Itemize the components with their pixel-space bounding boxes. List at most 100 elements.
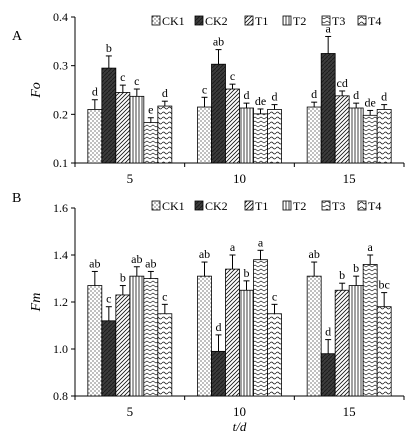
x-tick-label: 15 (343, 404, 356, 419)
significance-letter: c (230, 69, 235, 83)
legend-label-t1: T1 (255, 14, 268, 28)
significance-letter: a (230, 240, 236, 254)
y-tick-label: 1.4 (53, 248, 68, 262)
bar-ck1-day5 (87, 285, 103, 397)
bar-t4-day5 (157, 105, 173, 164)
y-tick-label: 1.0 (53, 342, 68, 356)
bar-t2-day5 (129, 95, 145, 164)
bar-t1-day15 (334, 95, 350, 164)
bar-ck2-day5 (101, 320, 117, 397)
legend-label-t3: T3 (332, 199, 345, 213)
significance-letter: d (216, 320, 222, 334)
legend-label-t4: T4 (368, 14, 381, 28)
bar-t3-day15 (362, 263, 378, 397)
significance-letter: c (162, 289, 167, 303)
legend-label-t2: T2 (293, 14, 306, 28)
y-tick-label: 0.3 (53, 59, 68, 73)
legend-label-t1: T1 (255, 199, 268, 213)
legend-swatch-ck1 (151, 15, 161, 26)
significance-letter: d (353, 88, 359, 102)
bar-t1-day5 (115, 294, 131, 397)
significance-letter: a (326, 21, 332, 35)
x-tick-label: 5 (127, 404, 134, 419)
significance-letter: d (92, 85, 98, 99)
legend-label-ck2: CK2 (205, 199, 228, 213)
bar-t3-day15 (362, 114, 378, 164)
legend-swatch-t2 (282, 15, 292, 26)
bar-ck2-day10 (211, 63, 226, 164)
y-tick-label: 0.1 (53, 156, 68, 170)
significance-letter: c (202, 82, 207, 96)
significance-letter: b (339, 268, 345, 282)
bar-ck2-day15 (320, 353, 336, 397)
bar-t2-day10 (239, 107, 254, 164)
legend-swatch-t3 (321, 200, 331, 211)
legend-label-ck1: CK1 (162, 199, 185, 213)
y-tick-label: 1.2 (53, 295, 68, 309)
bar-t1-day10 (225, 88, 240, 164)
bar-ck1-day5 (87, 109, 103, 164)
significance-letter: de (365, 95, 376, 109)
significance-letter: b (106, 41, 112, 55)
panel-label: B (12, 191, 21, 206)
bar-ck1-day10 (197, 106, 212, 164)
significance-letter: ab (213, 35, 224, 49)
y-tick-label: 0.8 (53, 389, 68, 403)
bar-t3-day10 (253, 259, 268, 397)
significance-letter: d (381, 90, 387, 104)
legend-label-ck1: CK1 (162, 14, 185, 28)
significance-letter: c (134, 74, 139, 88)
significance-letter: cd (337, 76, 348, 90)
bar-t4-day10 (267, 313, 282, 397)
bar-ck2-day10 (211, 350, 226, 397)
bar-ck2-day5 (101, 67, 117, 164)
significance-letter: ab (89, 256, 100, 270)
x-tick-label: 5 (127, 171, 134, 186)
significance-letter: ab (145, 256, 156, 270)
significance-letter: de (255, 94, 266, 108)
significance-letter: b (120, 271, 126, 285)
significance-letter: ab (131, 252, 142, 266)
x-tick-label: 10 (233, 171, 246, 186)
legend-swatch-ck2 (194, 15, 204, 26)
significance-letter: bc (379, 278, 390, 292)
bar-t2-day15 (348, 285, 364, 397)
legend-swatch-t2 (282, 200, 292, 211)
legend-swatch-t4 (357, 200, 367, 211)
significance-letter: d (311, 87, 317, 101)
legend-label-t4: T4 (368, 199, 381, 213)
significance-letter: a (258, 235, 264, 249)
y-tick-label: 0.2 (53, 107, 68, 121)
legend-swatch-t1 (244, 15, 254, 26)
x-axis-title: t/d (233, 419, 247, 434)
y-tick-label: 0.4 (53, 10, 68, 24)
bar-t3-day5 (143, 122, 159, 164)
legend-label-t3: T3 (332, 14, 345, 28)
bar-t2-day10 (239, 289, 254, 397)
bar-t1-day15 (334, 289, 350, 397)
bar-ck1-day15 (306, 275, 322, 397)
legend-swatch-ck1 (151, 200, 161, 211)
bar-t2-day5 (129, 275, 145, 397)
bar-t3-day10 (253, 113, 268, 164)
bar-ck1-day10 (197, 275, 212, 397)
x-tick-label: 10 (233, 404, 246, 419)
legend-swatch-ck2 (194, 200, 204, 211)
significance-letter: d (325, 325, 331, 339)
bar-t4-day10 (267, 109, 282, 164)
significance-letter: a (368, 240, 374, 254)
legend-swatch-t3 (321, 15, 331, 26)
y-axis-title: Fm (29, 293, 44, 313)
bar-t4-day15 (376, 306, 392, 397)
bar-t1-day10 (225, 268, 240, 397)
significance-letter: b (353, 261, 359, 275)
significance-letter: d (244, 88, 250, 102)
bar-ck1-day15 (306, 106, 322, 164)
significance-letter: c (272, 289, 277, 303)
legend-swatch-t4 (357, 15, 367, 26)
bar-t4-day15 (376, 109, 392, 164)
bar-t2-day15 (348, 107, 364, 164)
significance-letter: c (106, 292, 111, 306)
